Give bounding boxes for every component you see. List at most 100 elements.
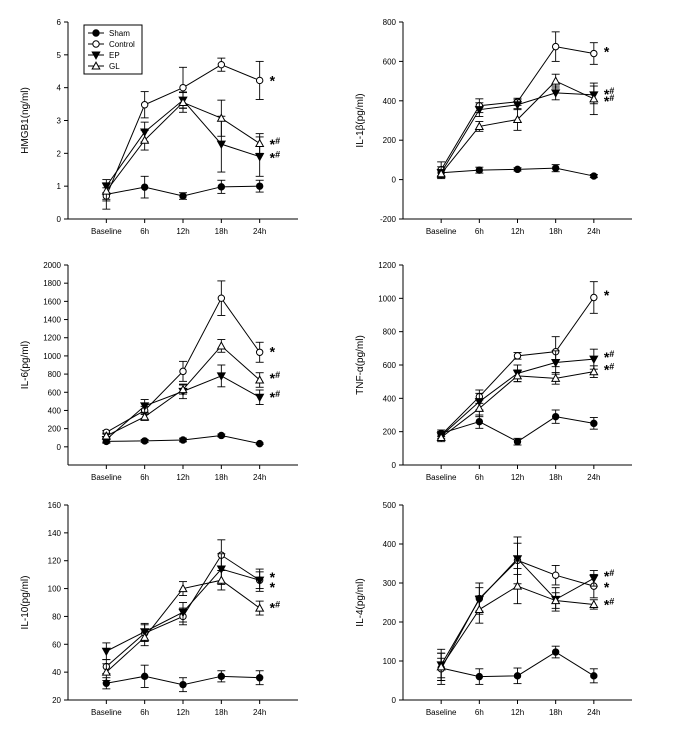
significance-sup: #	[609, 596, 614, 606]
data-point	[512, 581, 523, 590]
data-point	[178, 384, 188, 394]
y-tick-label: 400	[383, 97, 397, 106]
data-point	[102, 679, 111, 687]
chart-panel-4: 0 200 400 600 800 1000 1200 Baseline 6h 12h 18h 24h…	[355, 261, 632, 482]
data-point	[590, 293, 598, 302]
x-tick-label: Baseline	[91, 227, 122, 236]
significance-sup: #	[275, 389, 280, 399]
y-tick-label: 0	[392, 696, 397, 705]
data-point	[436, 662, 446, 671]
data-point	[255, 375, 265, 384]
y-tick-label: 60	[52, 640, 61, 649]
chart-panel-1: 0 1 2 3 4 5 6 Baseline 6h 12h 18h 24h HMGB1(ng/ml) * *…	[20, 18, 298, 236]
data-point	[551, 42, 560, 51]
series-ep	[101, 553, 265, 661]
data-point	[551, 76, 561, 85]
data-point	[216, 575, 226, 584]
y-tick-label: 1600	[43, 297, 61, 306]
y-tick-label: 500	[383, 501, 397, 510]
x-tick-label: Baseline	[91, 708, 122, 717]
series-gl	[436, 73, 599, 179]
y-tick-label: 1400	[43, 316, 61, 325]
data-point	[551, 571, 560, 579]
data-point	[590, 172, 598, 180]
data-point	[475, 672, 484, 681]
x-tick-label: Baseline	[91, 473, 122, 482]
legend-marker	[91, 51, 101, 60]
x-tick-label: 12h	[176, 708, 189, 717]
data-point	[590, 672, 598, 680]
significance-mark: *	[270, 579, 276, 595]
series-line	[105, 99, 260, 187]
y-tick-label: 400	[383, 540, 397, 549]
data-point	[436, 168, 446, 178]
y-tick-label: 400	[383, 394, 397, 403]
y-tick-label: 200	[48, 425, 62, 434]
significance-mark: *	[270, 343, 276, 359]
significance-sup: #	[275, 600, 280, 610]
significance-mark: *	[270, 72, 276, 88]
data-point	[474, 403, 484, 412]
data-point	[512, 114, 523, 124]
significance-mark: *	[604, 287, 610, 303]
y-tick-label: 200	[383, 428, 397, 437]
significance-mark: *	[604, 44, 610, 60]
significance-sup: #	[609, 86, 614, 96]
data-point	[589, 366, 599, 376]
series-ep	[436, 542, 599, 681]
y-axis-label: IL-4(pg/ml)	[355, 578, 366, 626]
data-point	[179, 367, 187, 376]
x-tick-label: 12h	[176, 227, 189, 236]
significance-sup: #	[275, 370, 280, 380]
y-tick-label: 80	[52, 612, 61, 621]
data-point	[255, 576, 265, 586]
y-axis-label: IL-1β(pg/ml)	[355, 93, 366, 147]
x-tick-label: Baseline	[426, 708, 457, 717]
significance-sup: #	[275, 136, 280, 146]
data-point	[140, 402, 150, 411]
y-tick-label: 1200	[378, 261, 396, 270]
data-point	[589, 94, 599, 103]
y-tick-label: 1200	[43, 334, 61, 343]
y-tick-label: 1000	[43, 352, 61, 361]
series-control	[102, 280, 264, 436]
x-tick-label: Baseline	[426, 227, 457, 236]
data-point	[140, 437, 149, 445]
significance-sup: #	[609, 361, 614, 371]
y-tick-label: 3	[57, 117, 62, 126]
data-point	[217, 60, 226, 69]
y-tick-label: 140	[48, 529, 62, 538]
y-tick-label: 5	[57, 51, 62, 60]
x-tick-label: 18h	[215, 473, 228, 482]
chart-panel-2: -200 0 200 400 600 800 Baseline 6h 12h 18h 24h IL-1…	[355, 18, 632, 236]
data-point	[217, 183, 226, 191]
data-point	[179, 436, 187, 444]
significance-mark: *#	[604, 86, 614, 102]
x-tick-label: 12h	[511, 227, 524, 236]
data-point	[217, 672, 226, 681]
data-point	[513, 672, 522, 680]
data-point	[255, 603, 265, 612]
x-tick-label: 24h	[253, 227, 266, 236]
data-point	[474, 106, 484, 115]
legend-marker	[91, 61, 101, 70]
series-ep	[436, 85, 599, 180]
y-tick-label: 2000	[43, 261, 61, 270]
data-point	[179, 680, 187, 689]
y-tick-label: 100	[48, 585, 62, 594]
y-axis-label: HMGB1(ng/ml)	[20, 87, 31, 154]
data-point	[216, 113, 226, 122]
y-tick-label: -200	[380, 215, 397, 224]
y-tick-label: 800	[48, 370, 62, 379]
x-tick-label: 12h	[511, 708, 524, 717]
data-point	[551, 648, 560, 656]
data-point	[216, 565, 226, 574]
x-tick-label: 6h	[475, 473, 484, 482]
y-tick-label: 40	[52, 668, 61, 677]
legend: Sham Control EP GL	[83, 24, 143, 75]
x-tick-label: 18h	[215, 227, 228, 236]
significance-mark: *	[604, 579, 610, 595]
data-point	[140, 411, 150, 421]
data-point	[513, 165, 522, 174]
